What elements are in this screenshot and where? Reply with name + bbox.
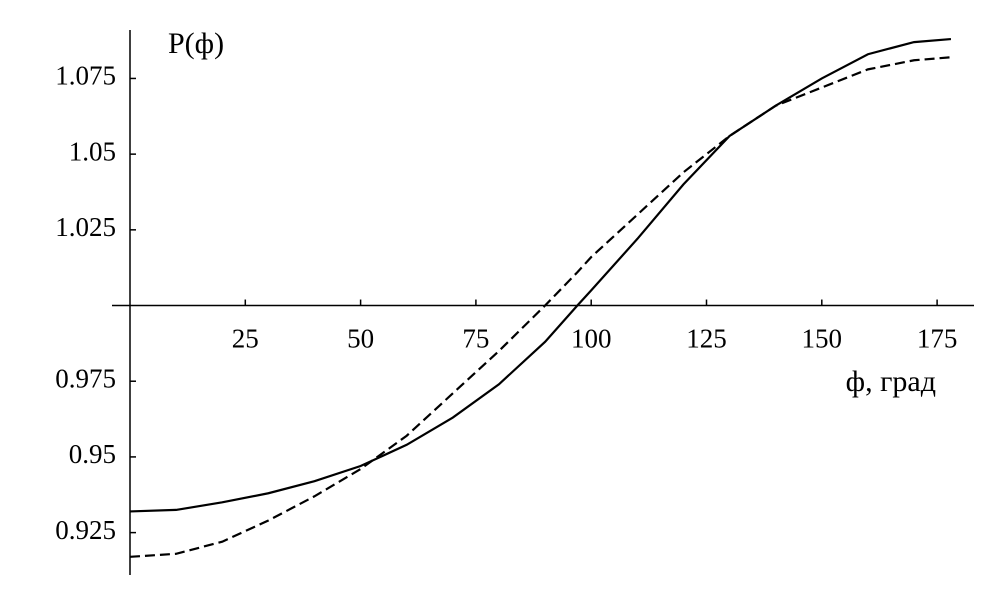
x-axis-label: ф, град (846, 365, 936, 398)
y-tick-label: 1.05 (69, 136, 116, 166)
x-tick-label: 175 (917, 324, 958, 354)
y-axis-label: P(ф) (168, 27, 224, 60)
line-series (129, 56, 952, 558)
y-tick-label: 0.925 (55, 515, 116, 545)
x-tick-label: 75 (462, 324, 489, 354)
x-tick-label: 150 (802, 324, 843, 354)
line-series (129, 37, 952, 513)
y-tick-label: 0.975 (55, 363, 116, 393)
x-tick-label: 100 (571, 324, 612, 354)
x-tick-label: 125 (686, 324, 727, 354)
y-tick-label: 0.95 (69, 439, 116, 469)
x-tick-label: 25 (232, 324, 259, 354)
y-tick-label: 1.075 (55, 61, 116, 91)
x-tick-label: 50 (347, 324, 374, 354)
y-tick-label: 1.025 (55, 212, 116, 242)
